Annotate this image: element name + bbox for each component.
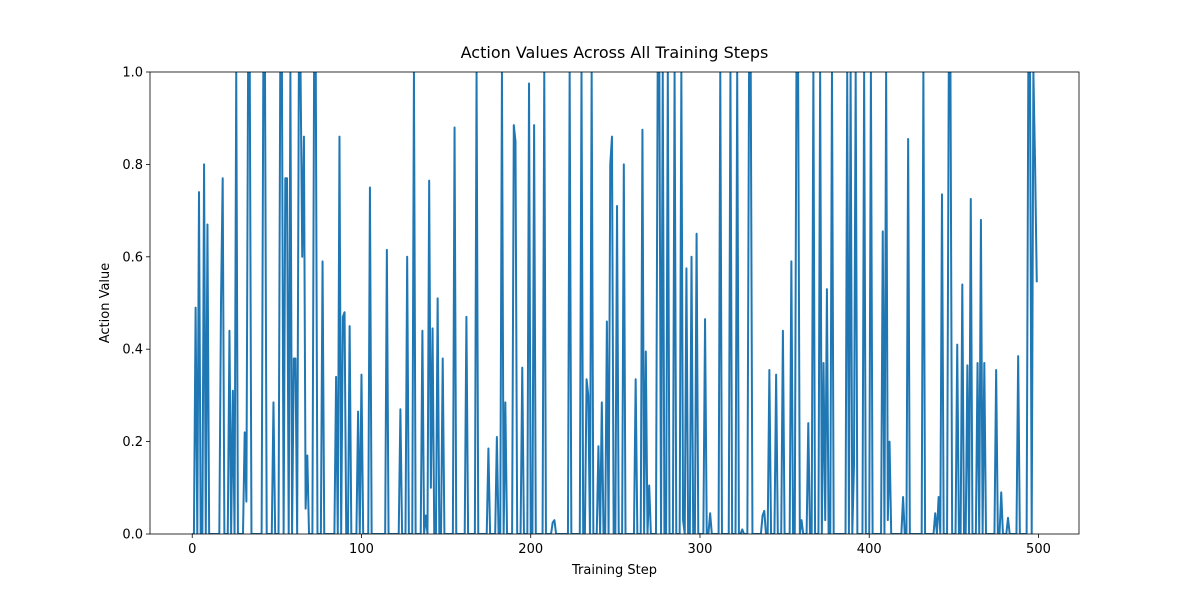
x-tick-label: 300	[688, 542, 713, 557]
x-tick-label: 500	[1026, 542, 1051, 557]
x-tick-label: 100	[349, 542, 374, 557]
y-tick-label: 0.4	[122, 343, 143, 358]
x-tick-label: 400	[857, 542, 882, 557]
plot-frame	[149, 71, 1080, 535]
y-tick-label: 0.0	[122, 528, 143, 543]
x-tick-label: 200	[518, 542, 543, 557]
y-axis-label: Action Value	[98, 263, 113, 344]
y-tick-label: 0.8	[122, 158, 143, 173]
y-tick-label: 0.6	[122, 250, 143, 265]
x-axis-label: Training Step	[571, 563, 657, 578]
x-tick-label: 0	[188, 542, 196, 557]
y-tick-label: 0.2	[122, 435, 143, 450]
chart-title: Action Values Across All Training Steps	[461, 43, 769, 62]
y-tick-label: 1.0	[122, 66, 143, 81]
